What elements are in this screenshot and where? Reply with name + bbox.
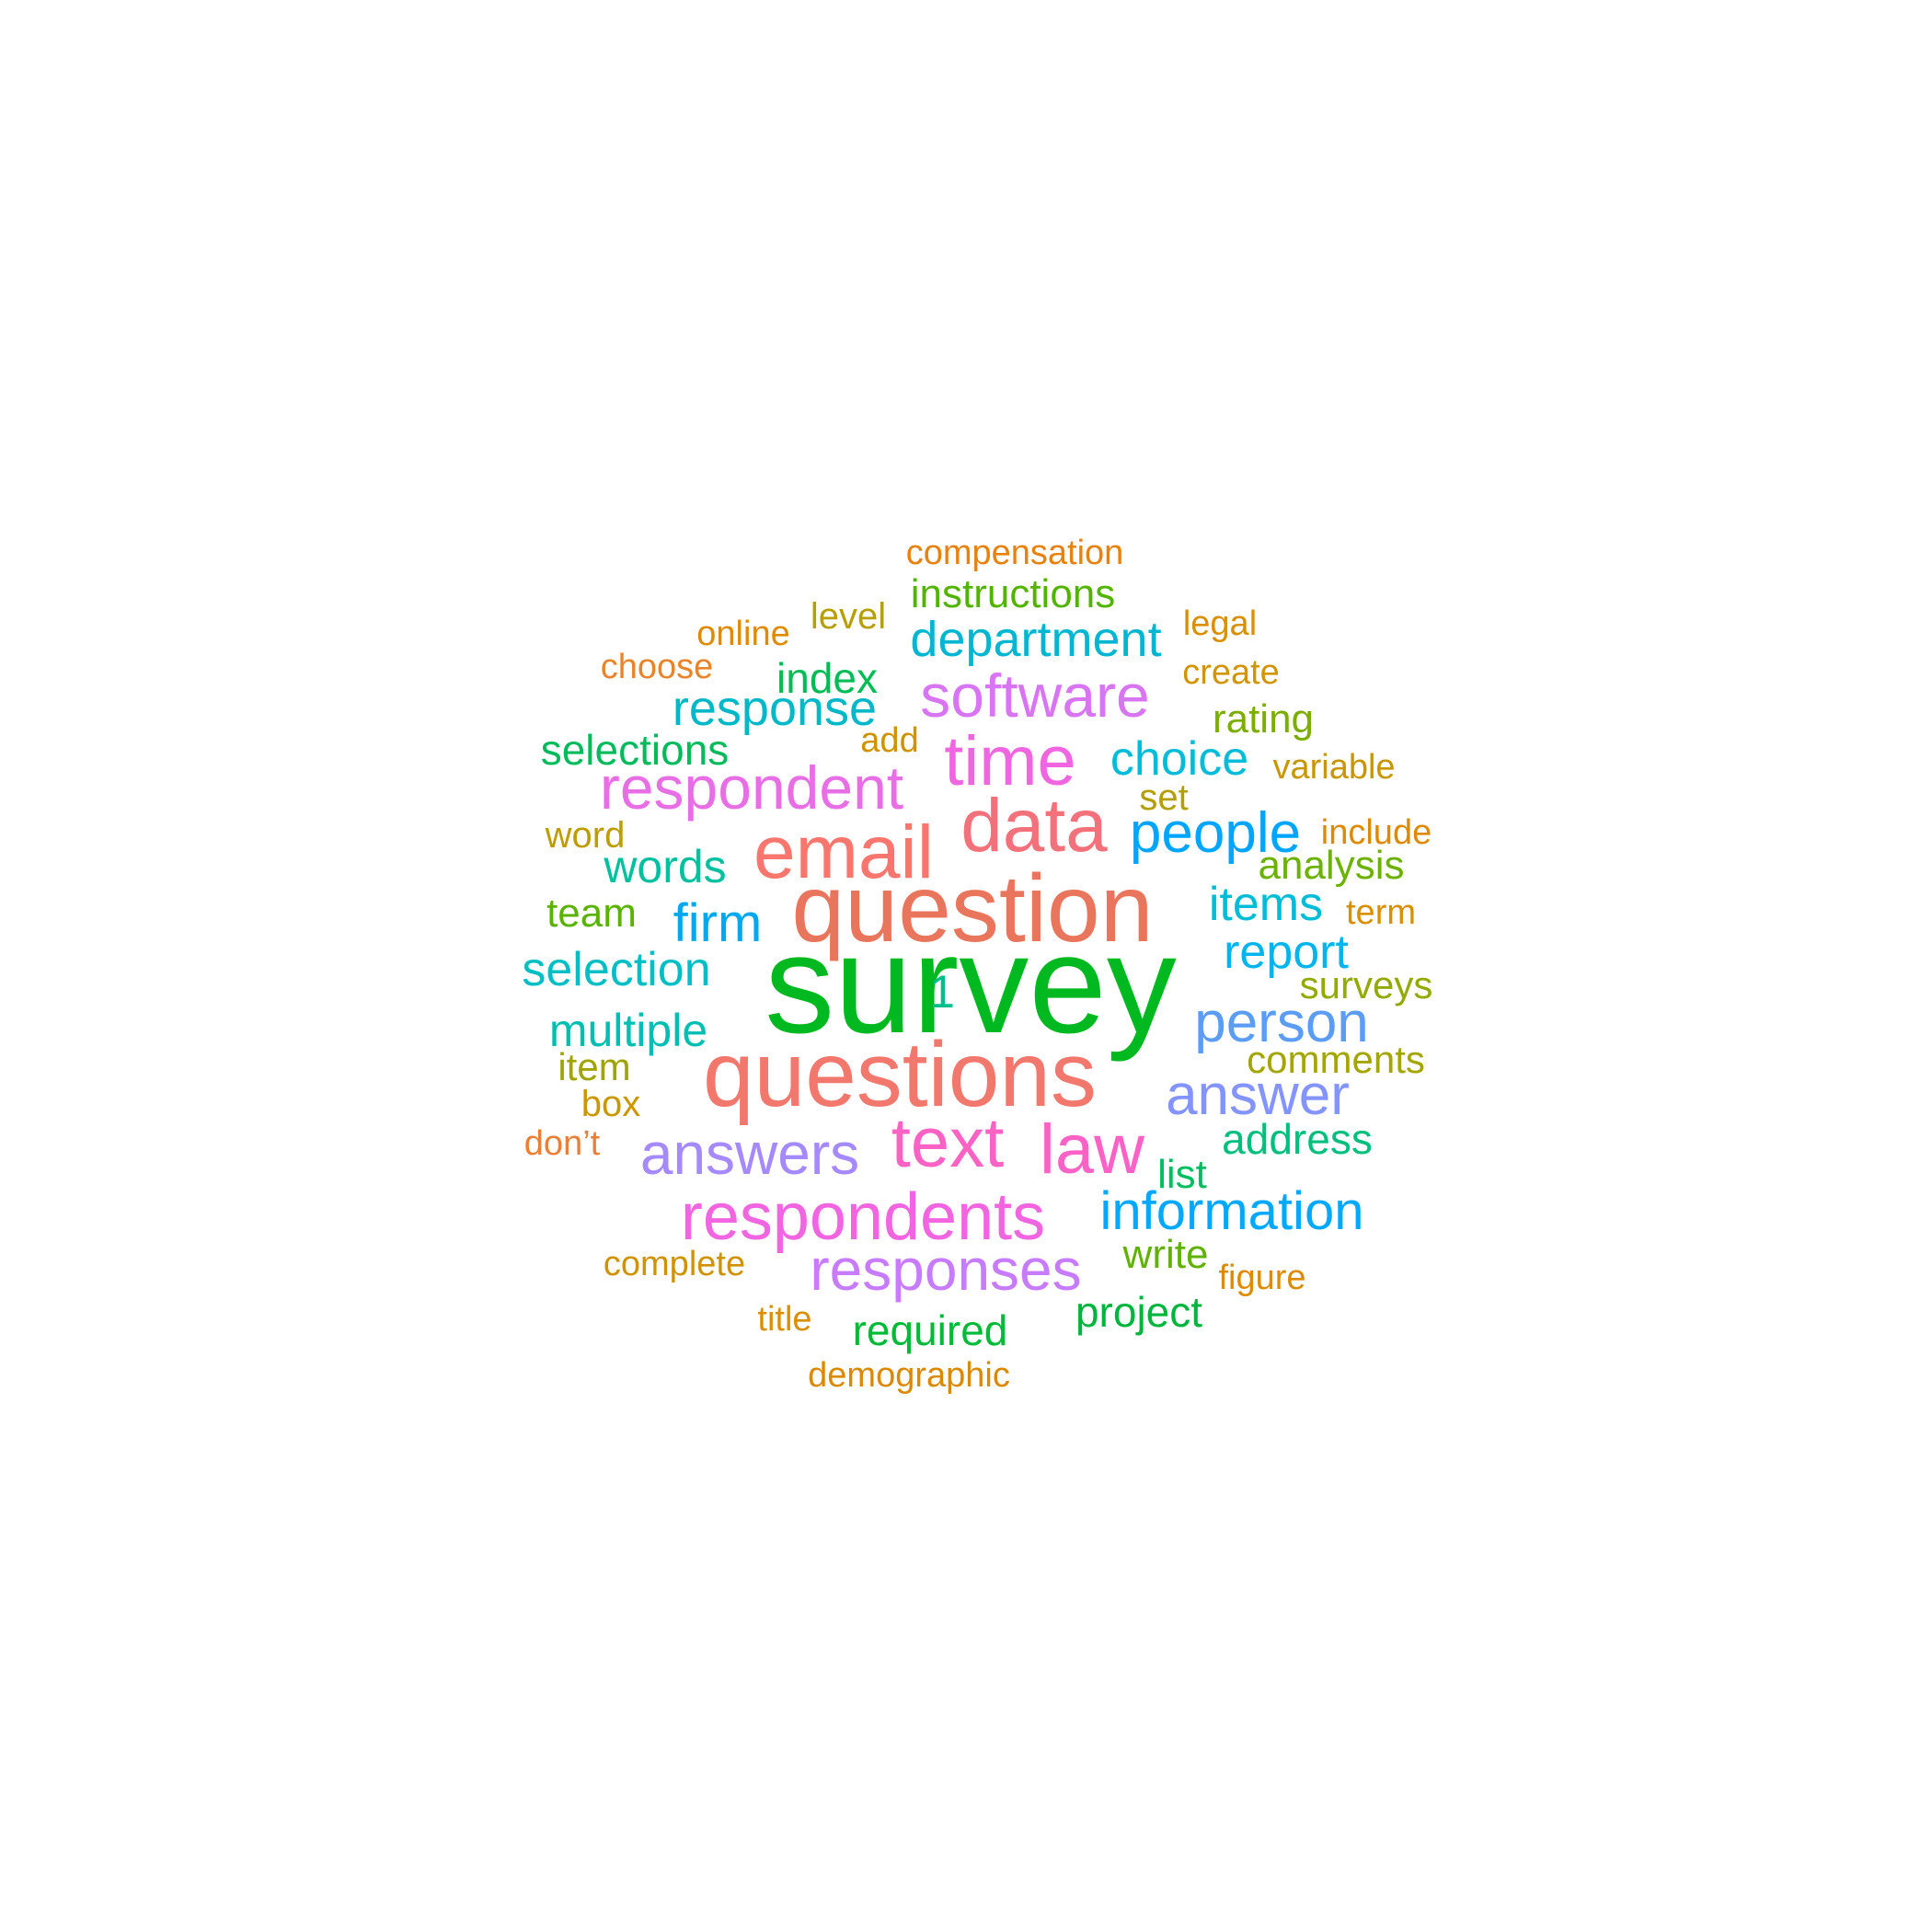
- word-title: title: [757, 1300, 812, 1339]
- word-compensation: compensation: [905, 534, 1124, 572]
- word-analysis: analysis: [1258, 843, 1405, 888]
- word-software: software: [920, 661, 1150, 730]
- word-online: online: [696, 615, 790, 653]
- word-questions: questions: [702, 1023, 1098, 1126]
- word-responses: responses: [810, 1236, 1082, 1303]
- word-1: 1: [929, 966, 955, 1018]
- word-comments: comments: [1247, 1038, 1425, 1081]
- word-add: add: [860, 721, 919, 760]
- word-project: project: [1075, 1288, 1203, 1336]
- word-include: include: [1320, 813, 1432, 852]
- word-term: term: [1346, 893, 1416, 932]
- word-firm: firm: [673, 893, 763, 953]
- word-time: time: [944, 722, 1076, 800]
- word-legal: legal: [1182, 604, 1258, 643]
- word-demographic: demographic: [808, 1356, 1010, 1395]
- word-answers: answers: [639, 1121, 860, 1187]
- word-required: required: [852, 1306, 1008, 1354]
- word-person: person: [1194, 991, 1369, 1054]
- word-choose: choose: [600, 648, 714, 686]
- word-team: team: [546, 891, 637, 936]
- word-selection: selection: [522, 943, 711, 996]
- word-word: word: [545, 815, 626, 856]
- word-create: create: [1182, 653, 1280, 692]
- word-list: list: [1157, 1152, 1207, 1197]
- word-write: write: [1122, 1232, 1209, 1277]
- word-people: people: [1129, 801, 1302, 865]
- word-level: level: [810, 596, 887, 637]
- word-multiple: multiple: [548, 1005, 708, 1056]
- word-email: email: [753, 811, 934, 894]
- word-text: text: [891, 1104, 1005, 1182]
- word-question: question: [791, 856, 1154, 962]
- word-items: items: [1208, 878, 1324, 931]
- word-report: report: [1224, 926, 1349, 979]
- word-instructions: instructions: [910, 571, 1116, 616]
- word-dont: don’t: [523, 1124, 601, 1163]
- word-box: box: [581, 1084, 641, 1124]
- word-survey: survey: [765, 906, 1177, 1063]
- word-answer: answer: [1166, 1064, 1350, 1127]
- word-index: index: [776, 654, 878, 702]
- word-respondent: respondent: [599, 753, 904, 822]
- word-rating: rating: [1212, 696, 1315, 742]
- word-figure: figure: [1218, 1259, 1306, 1297]
- word-department: department: [910, 612, 1162, 667]
- word-information: information: [1099, 1181, 1364, 1241]
- word-complete: complete: [603, 1245, 746, 1283]
- word-response: response: [672, 681, 878, 736]
- word-selections: selections: [540, 726, 730, 774]
- word-words: words: [604, 841, 727, 892]
- word-law: law: [1039, 1110, 1145, 1189]
- word-address: address: [1222, 1115, 1373, 1163]
- word-data: data: [960, 784, 1108, 868]
- word-choice: choice: [1110, 732, 1249, 786]
- word-surveys: surveys: [1299, 963, 1433, 1006]
- word-item: item: [558, 1045, 631, 1088]
- word-respondents: respondents: [680, 1180, 1046, 1254]
- word-set: set: [1139, 777, 1189, 818]
- word-variable: variable: [1272, 748, 1396, 787]
